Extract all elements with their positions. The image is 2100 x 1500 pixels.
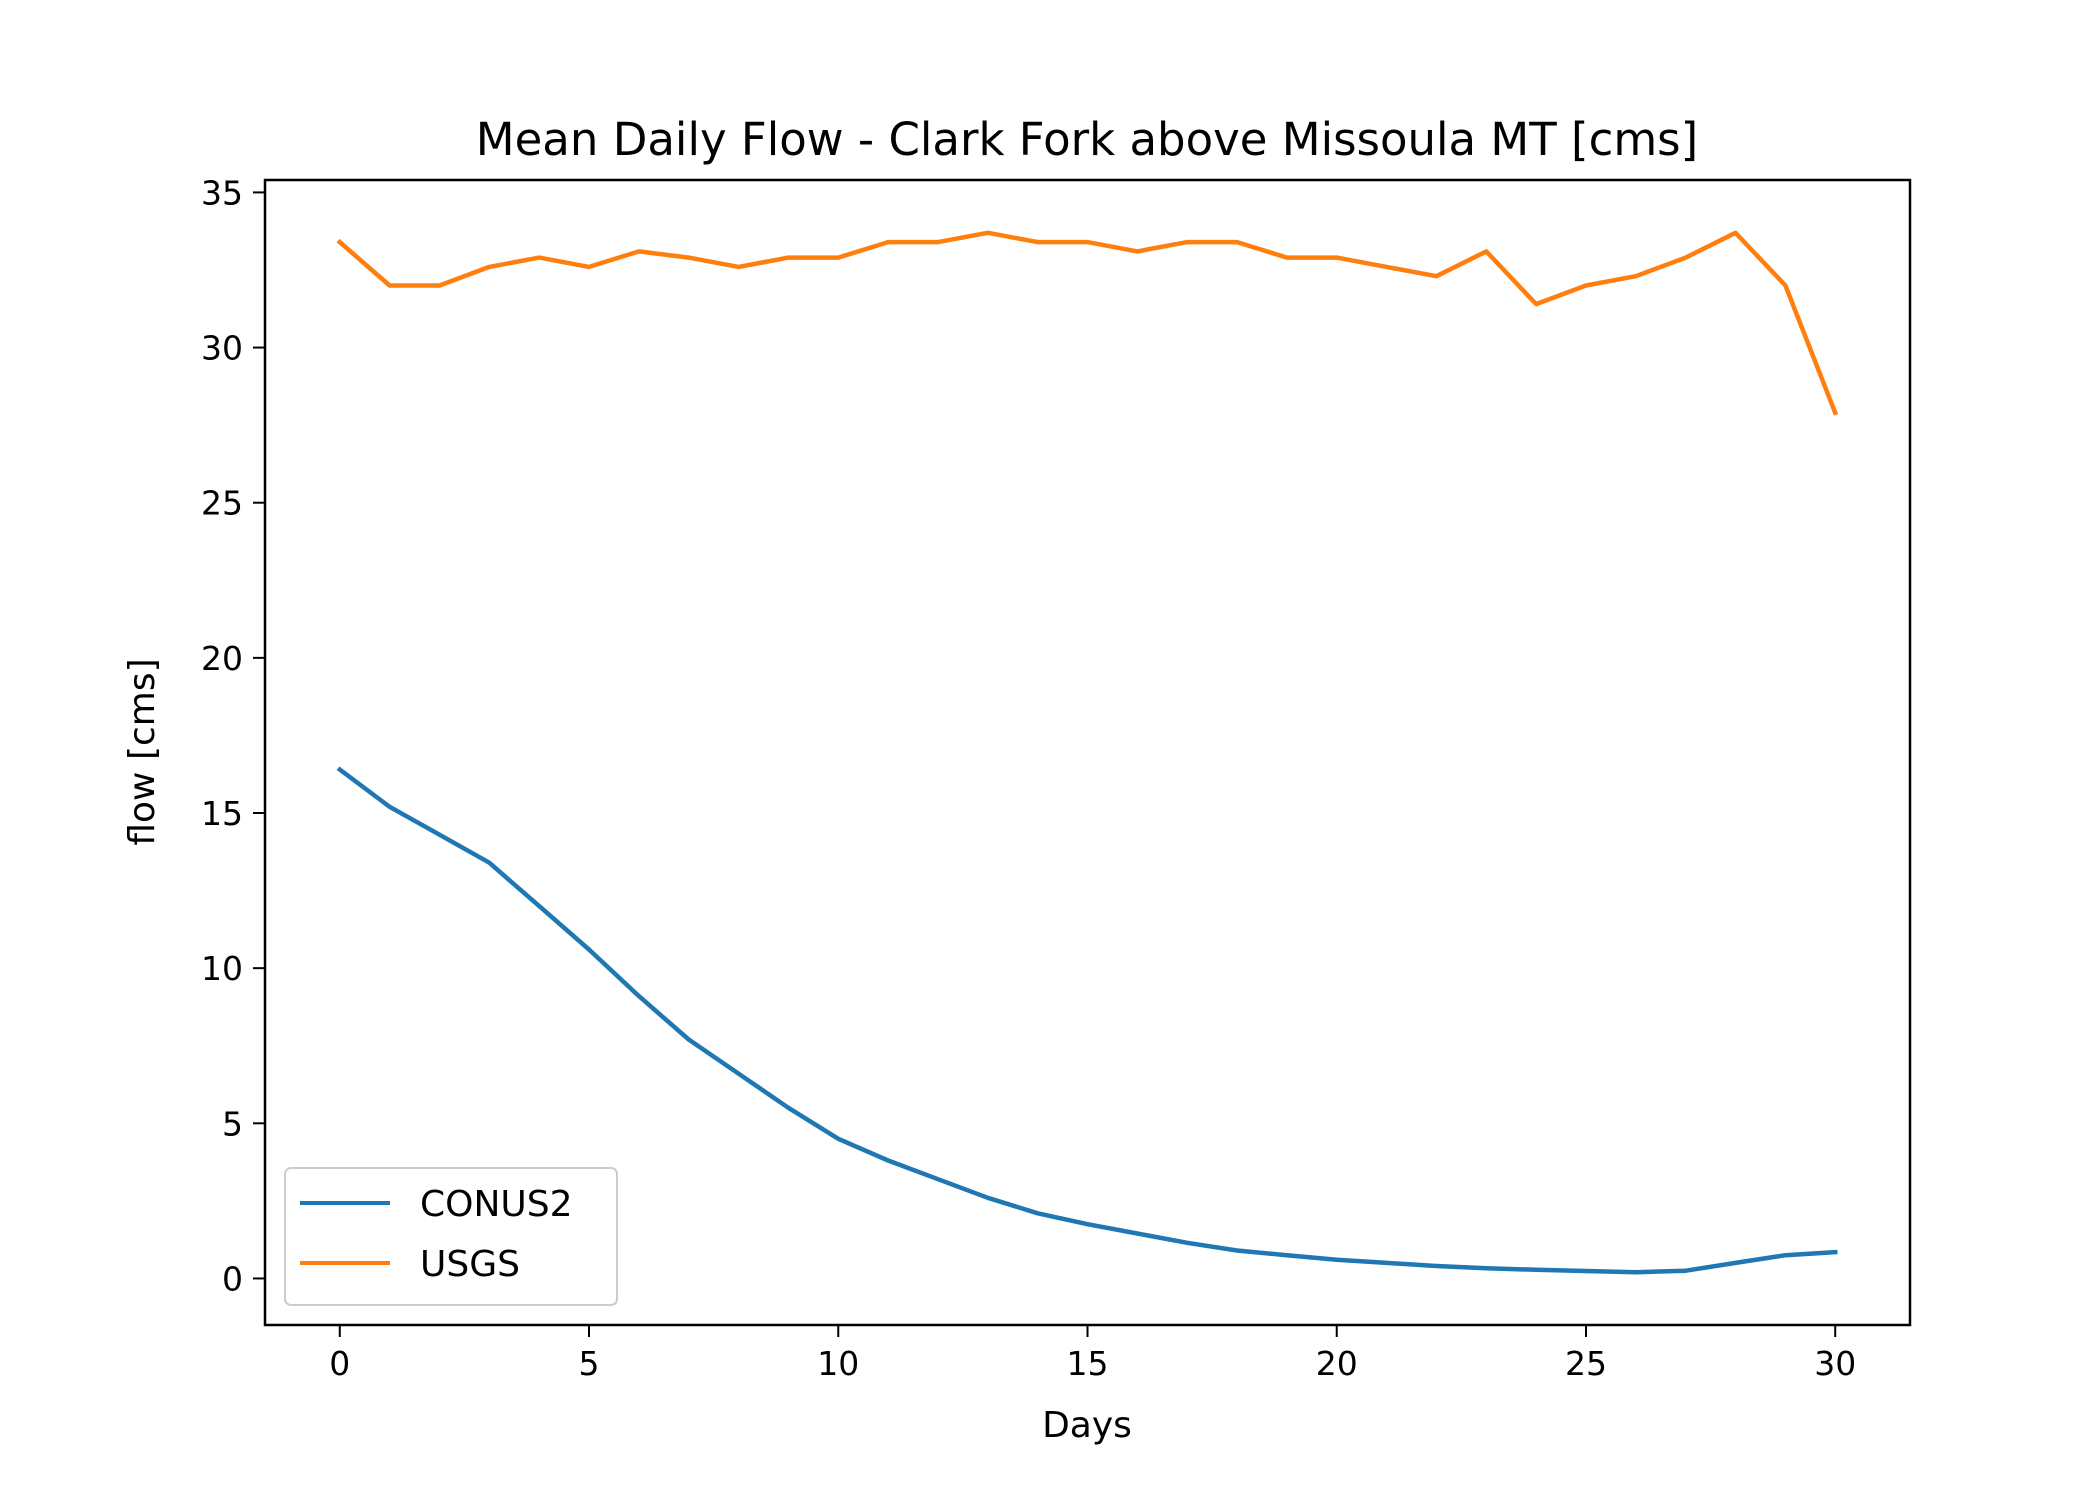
y-tick-label: 10: [201, 949, 243, 988]
series-line-usgs: [336, 230, 1839, 416]
series-line-conus2: [336, 766, 1838, 1275]
y-axis-ticks: 0 5 10 15 20 25 30 35: [201, 173, 265, 1298]
legend: CONUS2 USGS: [284, 1167, 618, 1306]
legend-label-usgs: USGS: [420, 1244, 520, 1285]
y-tick-label: 25: [201, 484, 243, 523]
x-tick-label: 5: [579, 1344, 600, 1383]
x-tick-label: 10: [817, 1344, 859, 1383]
x-tick-label: 25: [1565, 1344, 1607, 1383]
x-tick-label: 30: [1814, 1344, 1856, 1383]
y-tick-label: 5: [222, 1104, 243, 1143]
chart-title: Mean Daily Flow - Clark Fork above Misso…: [476, 113, 1698, 166]
y-tick-label: 0: [222, 1259, 243, 1298]
x-tick-label: 15: [1067, 1344, 1109, 1383]
y-tick-label: 30: [201, 329, 243, 368]
y-tick-label: 35: [201, 173, 243, 212]
series-layer: [336, 230, 1839, 1275]
y-tick-label: 20: [201, 639, 243, 678]
x-axis-label: Days: [1042, 1405, 1132, 1446]
x-tick-label: 20: [1316, 1344, 1358, 1383]
x-axis-ticks: 0 5 10 15 20 25 30: [329, 1325, 1856, 1383]
legend-label-conus2: CONUS2: [420, 1184, 573, 1225]
x-tick-label: 0: [329, 1344, 350, 1383]
y-axis-label: flow [cms]: [122, 658, 163, 845]
y-tick-label: 15: [201, 794, 243, 833]
